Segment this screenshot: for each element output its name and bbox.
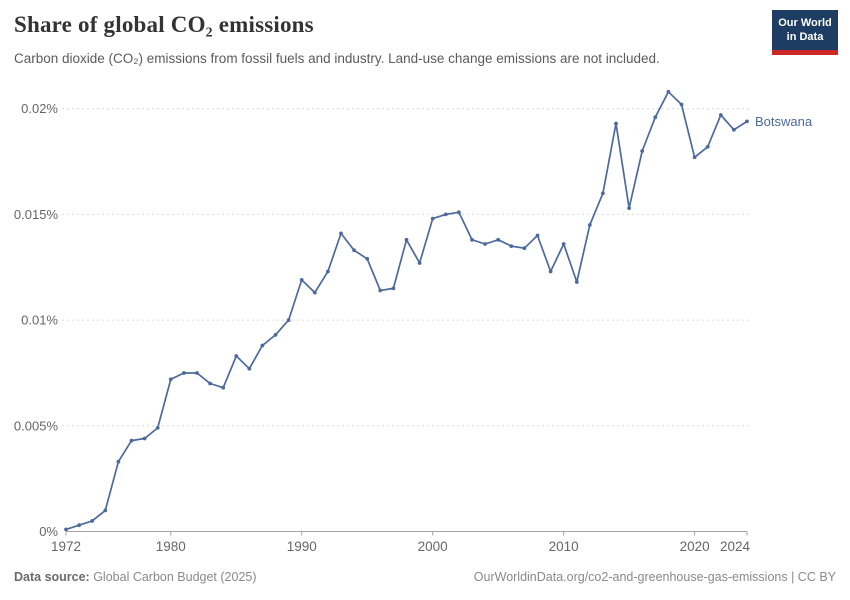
data-point[interactable] — [627, 206, 631, 211]
data-point[interactable] — [587, 223, 592, 227]
data-point[interactable] — [365, 256, 370, 261]
data-point[interactable] — [483, 242, 487, 246]
data-source-value: Global Carbon Budget (2025) — [89, 570, 257, 584]
data-point[interactable] — [247, 366, 252, 371]
data-point[interactable] — [535, 233, 540, 238]
data-point[interactable] — [77, 523, 81, 528]
data-point[interactable] — [339, 231, 343, 236]
data-point[interactable] — [653, 115, 658, 120]
data-point[interactable] — [666, 89, 671, 94]
owid-logo-red-bar — [772, 49, 838, 55]
x-axis-tick-label: 1990 — [287, 539, 317, 554]
data-point[interactable] — [496, 237, 501, 242]
data-point[interactable] — [64, 527, 68, 532]
data-point[interactable] — [168, 377, 173, 382]
x-axis-tick-label: 2020 — [680, 539, 710, 554]
data-point[interactable] — [326, 269, 330, 274]
data-point[interactable] — [679, 102, 684, 107]
data-point[interactable] — [745, 119, 749, 124]
data-point[interactable] — [417, 261, 422, 265]
data-source-label: Data source: — [14, 570, 90, 584]
data-point[interactable] — [378, 288, 383, 293]
x-axis-tick-label: 1972 — [51, 539, 81, 554]
data-point[interactable] — [548, 269, 553, 274]
x-axis-tick-label: 2000 — [418, 539, 448, 554]
data-point[interactable] — [208, 381, 213, 386]
data-point[interactable] — [286, 318, 291, 322]
data-point[interactable] — [312, 290, 317, 295]
x-axis-tick-label: 1980 — [156, 539, 186, 554]
data-point[interactable] — [352, 248, 356, 253]
x-axis-tick-label: 2010 — [549, 539, 579, 554]
data-point[interactable] — [299, 278, 304, 282]
data-point[interactable] — [614, 121, 618, 126]
data-point[interactable] — [90, 519, 95, 523]
data-point[interactable] — [391, 286, 396, 291]
data-point[interactable] — [640, 149, 645, 153]
chart-subtitle: Carbon dioxide (CO₂) emissions from foss… — [14, 51, 660, 66]
data-point[interactable] — [470, 237, 474, 242]
data-point[interactable] — [718, 113, 723, 117]
data-point[interactable] — [195, 371, 199, 375]
data-point[interactable] — [457, 210, 461, 215]
series-end-label-botswana[interactable]: Botswana — [755, 114, 813, 129]
data-point[interactable] — [103, 508, 108, 513]
data-point[interactable] — [155, 426, 160, 430]
y-axis-tick-label: 0.005% — [14, 418, 59, 433]
x-axis-tick-label: 2024 — [720, 539, 751, 554]
data-point[interactable] — [509, 244, 514, 249]
data-point[interactable] — [129, 438, 134, 443]
data-point[interactable] — [601, 191, 605, 196]
owid-logo[interactable]: Our World in Data — [772, 10, 838, 55]
owid-logo-line2: in Data — [786, 31, 824, 44]
data-point[interactable] — [404, 237, 409, 242]
y-axis-tick-label: 0.01% — [21, 313, 58, 328]
chart-title: Share of global CO₂ emissions — [14, 12, 314, 37]
data-point[interactable] — [732, 127, 736, 132]
data-point[interactable] — [116, 459, 121, 464]
data-point[interactable] — [221, 385, 226, 390]
data-point[interactable] — [273, 333, 278, 337]
y-axis-tick-label: 0.015% — [14, 207, 59, 222]
owid-license-link[interactable]: OurWorldinData.org/co2-and-greenhouse-ga… — [473, 570, 836, 584]
data-point[interactable] — [705, 144, 710, 149]
data-point[interactable] — [430, 216, 435, 221]
data-point[interactable] — [260, 343, 265, 348]
data-point[interactable] — [574, 280, 579, 284]
data-point[interactable] — [692, 155, 697, 160]
data-point[interactable] — [561, 242, 566, 246]
series-line-botswana[interactable] — [65, 90, 748, 531]
y-axis-tick-label: 0% — [39, 524, 58, 539]
y-axis-tick-label: 0.02% — [21, 101, 58, 116]
data-point[interactable] — [182, 371, 186, 375]
data-point[interactable] — [443, 212, 448, 217]
owid-logo-line1: Our World — [778, 17, 832, 29]
data-point[interactable] — [234, 354, 239, 358]
data-source-note: Data source: Global Carbon Budget (2025) — [14, 570, 257, 584]
data-point[interactable] — [522, 246, 527, 251]
data-point[interactable] — [142, 436, 147, 441]
